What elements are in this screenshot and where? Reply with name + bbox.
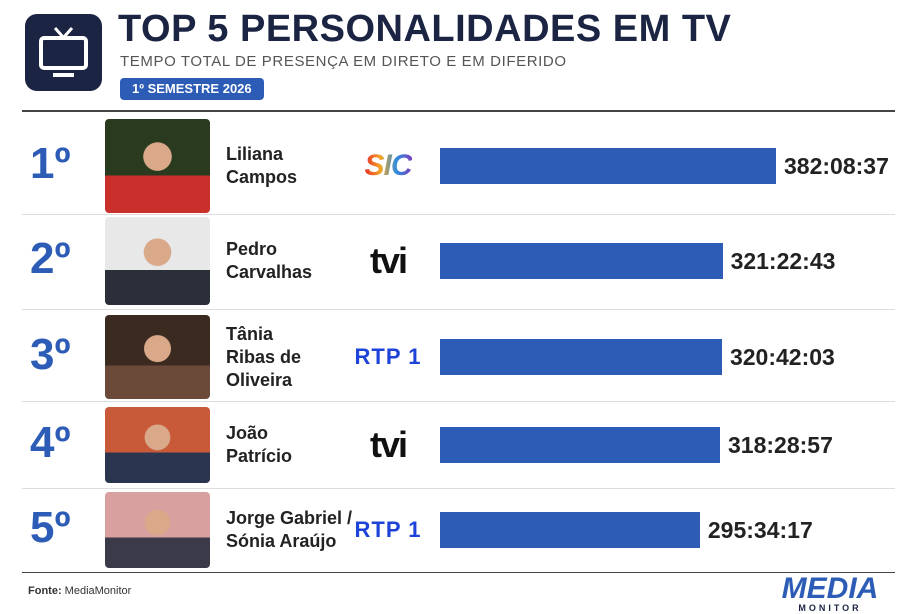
value-label: 295:34:17 — [707, 517, 813, 543]
header-rule — [22, 110, 895, 112]
photo — [105, 119, 210, 213]
title: TOP 5 PERSONALIDADES EM TV — [118, 8, 732, 50]
value-label: 318:28:57 — [728, 432, 833, 458]
rank: 3º — [30, 330, 71, 379]
bar — [440, 512, 700, 548]
channel-logo: tvi — [370, 240, 408, 281]
rank: 2º — [30, 234, 71, 283]
bar — [440, 148, 776, 184]
row-separator — [22, 401, 895, 402]
value-label: 382:08:37 — [784, 153, 889, 179]
rank: 1º — [30, 139, 71, 188]
channel-logo: SIC — [364, 149, 413, 182]
photo — [105, 217, 210, 305]
name: Tânia Ribas de Oliveira — [226, 323, 302, 390]
bar — [440, 427, 721, 463]
source-label: Fonte: — [28, 585, 62, 597]
tv-icon — [25, 14, 102, 91]
source: Fonte: MediaMonitor — [28, 585, 131, 597]
channel-logo: RTP 1 — [354, 517, 422, 542]
value-label: 321:22:43 — [730, 248, 836, 274]
name: Liliana Campos — [226, 144, 298, 187]
photo — [105, 407, 210, 483]
name: Pedro Carvalhas — [226, 239, 313, 282]
logo-sub: MONITOR — [798, 603, 862, 613]
photo — [105, 492, 210, 568]
bar — [440, 243, 723, 279]
channel-logo: tvi — [370, 424, 408, 465]
rank: 4º — [30, 418, 71, 467]
photo — [105, 315, 210, 399]
row-separator — [22, 213, 895, 215]
logo: MEDIA MONITOR — [770, 574, 890, 613]
logo-main: MEDIA — [781, 572, 879, 605]
footer-rule — [22, 572, 895, 573]
row-separator — [22, 487, 895, 489]
name: João Patrício — [226, 423, 293, 466]
name: Jorge Gabriel / Sónia Araújo — [226, 508, 353, 551]
bar — [440, 339, 722, 375]
subtitle: TEMPO TOTAL DE PRESENÇA EM DIRETO E EM D… — [120, 53, 567, 70]
source-name: MediaMonitor — [64, 585, 132, 597]
badge: 1º SEMESTRE 2026 — [120, 78, 264, 100]
channel-logo: RTP 1 — [354, 344, 422, 369]
value-label: 320:42:03 — [729, 344, 835, 370]
rank: 5º — [30, 503, 71, 552]
row-separator — [22, 309, 895, 310]
